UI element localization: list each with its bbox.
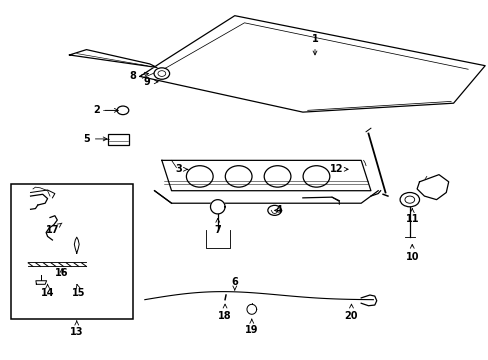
Text: 17: 17 [45,223,62,235]
Text: 16: 16 [55,268,69,278]
Text: 11: 11 [405,208,418,224]
Text: 14: 14 [41,284,54,297]
Text: 2: 2 [93,105,118,115]
Polygon shape [69,50,157,67]
Text: 1: 1 [311,34,318,55]
Ellipse shape [264,166,290,187]
Text: 9: 9 [143,77,158,87]
FancyBboxPatch shape [108,134,128,145]
Text: 18: 18 [218,304,231,321]
FancyBboxPatch shape [11,184,132,319]
Ellipse shape [225,166,251,187]
Text: 3: 3 [175,164,187,174]
Text: 8: 8 [129,71,148,81]
Circle shape [399,193,419,207]
Text: 10: 10 [405,244,418,262]
Ellipse shape [303,166,329,187]
Text: 7: 7 [214,219,221,235]
Text: 19: 19 [244,319,258,335]
Circle shape [154,68,169,79]
Text: 5: 5 [83,134,107,144]
Polygon shape [416,175,448,200]
Polygon shape [210,200,224,214]
Polygon shape [162,160,370,191]
Ellipse shape [186,166,213,187]
Text: 12: 12 [329,164,347,174]
Text: 15: 15 [72,284,86,297]
Text: 20: 20 [344,304,358,321]
Text: 4: 4 [274,205,282,215]
Text: 13: 13 [70,321,83,337]
Text: 6: 6 [231,277,238,290]
